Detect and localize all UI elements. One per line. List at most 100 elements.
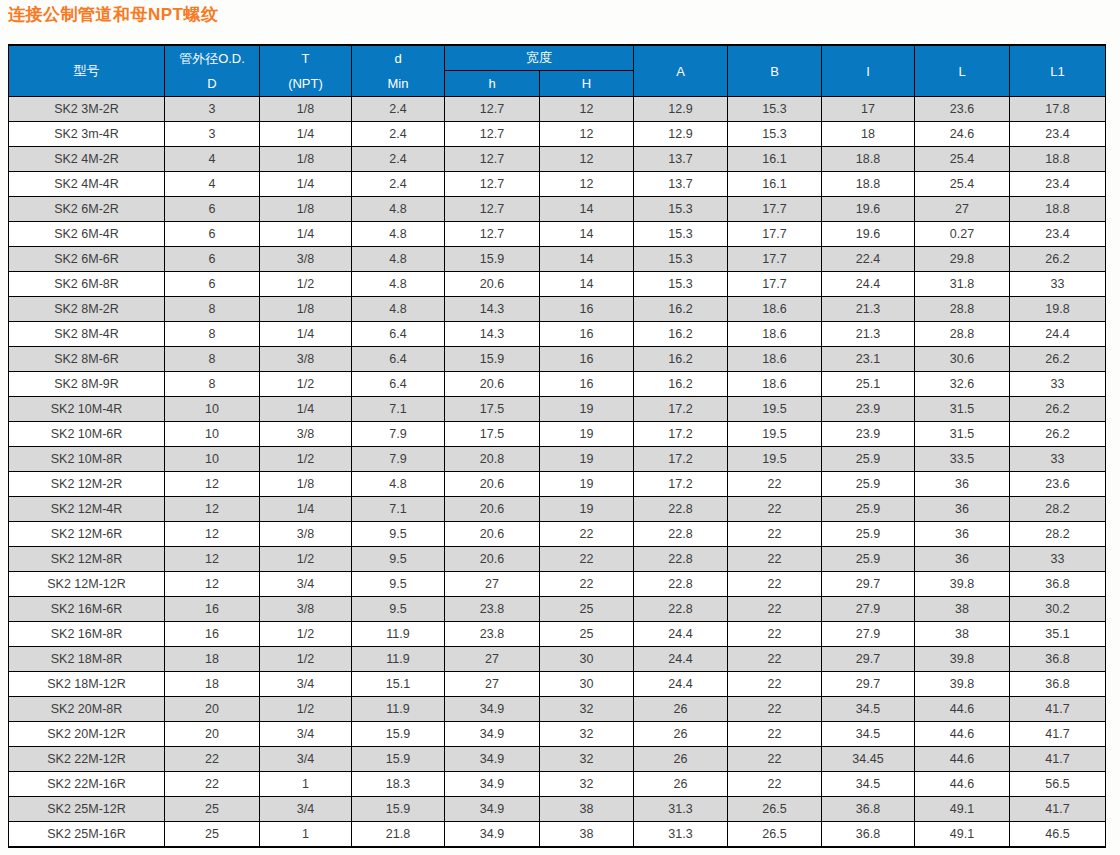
cell-L: 36 [915, 547, 1010, 572]
cell-A: 15.3 [634, 272, 728, 297]
cell-H: 38 [540, 822, 634, 847]
cell-t-npt: 1/4 [260, 497, 352, 522]
cell-model: SK2 18M-12R [9, 672, 165, 697]
cell-model: SK2 12M-6R [9, 522, 165, 547]
cell-H: 32 [540, 722, 634, 747]
cell-A: 26 [634, 722, 728, 747]
cell-I: 23.1 [822, 347, 915, 372]
cell-h: 12.7 [445, 122, 540, 147]
cell-L: 39.8 [915, 647, 1010, 672]
cell-model: SK2 8M-6R [9, 347, 165, 372]
col-header-width-h: h [445, 71, 540, 97]
cell-L: 44.6 [915, 697, 1010, 722]
cell-model: SK2 22M-12R [9, 747, 165, 772]
cell-h: 20.6 [445, 497, 540, 522]
cell-d-min: 15.9 [352, 747, 445, 772]
cell-t-npt: 1/2 [260, 622, 352, 647]
cell-t-npt: 3/8 [260, 422, 352, 447]
cell-model: SK2 20M-12R [9, 722, 165, 747]
cell-d-min: 9.5 [352, 522, 445, 547]
table-row: SK2 10M-4R101/47.117.51917.219.523.931.5… [9, 397, 1106, 422]
cell-H: 30 [540, 647, 634, 672]
cell-B: 22 [728, 572, 822, 597]
cell-d-min: 18.3 [352, 772, 445, 797]
cell-d-min: 15.9 [352, 722, 445, 747]
cell-L1: 23.6 [1010, 472, 1106, 497]
cell-d-min: 7.1 [352, 397, 445, 422]
cell-d-min: 4.8 [352, 222, 445, 247]
cell-I: 18 [822, 122, 915, 147]
cell-L1: 19.8 [1010, 297, 1106, 322]
cell-A: 22.8 [634, 572, 728, 597]
page-title: 连接公制管道和母NPT螺纹 [8, 3, 219, 26]
cell-A: 24.4 [634, 647, 728, 672]
cell-I: 36.8 [822, 822, 915, 847]
cell-I: 25.9 [822, 447, 915, 472]
cell-od-d: 12 [165, 522, 260, 547]
cell-L: 30.6 [915, 347, 1010, 372]
cell-L1: 17.8 [1010, 97, 1106, 122]
cell-t-npt: 3/8 [260, 522, 352, 547]
cell-B: 15.3 [728, 97, 822, 122]
cell-A: 16.2 [634, 347, 728, 372]
cell-d-min: 15.9 [352, 797, 445, 822]
cell-I: 21.3 [822, 322, 915, 347]
cell-I: 27.9 [822, 597, 915, 622]
cell-I: 25.9 [822, 472, 915, 497]
col-header-od: 管外径O.D. D [165, 45, 260, 97]
cell-H: 22 [540, 522, 634, 547]
cell-od-d: 8 [165, 372, 260, 397]
table-row: SK2 16M-8R161/211.923.82524.42227.93835.… [9, 622, 1106, 647]
cell-H: 12 [540, 147, 634, 172]
cell-d-min: 11.9 [352, 647, 445, 672]
cell-h: 12.7 [445, 197, 540, 222]
cell-B: 18.6 [728, 347, 822, 372]
cell-t-npt: 1/4 [260, 322, 352, 347]
cell-B: 16.1 [728, 147, 822, 172]
table-row: SK2 4M-2R41/82.412.71213.716.118.825.418… [9, 147, 1106, 172]
table-row: SK2 8M-2R81/84.814.31616.218.621.328.819… [9, 297, 1106, 322]
cell-od-d: 25 [165, 822, 260, 847]
cell-B: 16.1 [728, 172, 822, 197]
cell-I: 23.9 [822, 422, 915, 447]
cell-I: 36.8 [822, 797, 915, 822]
cell-d-min: 2.4 [352, 97, 445, 122]
cell-L: 39.8 [915, 572, 1010, 597]
col-header-d-min: d Min [352, 45, 445, 97]
cell-h: 12.7 [445, 172, 540, 197]
cell-model: SK2 10M-4R [9, 397, 165, 422]
cell-L: 49.1 [915, 822, 1010, 847]
cell-B: 18.6 [728, 372, 822, 397]
cell-A: 17.2 [634, 422, 728, 447]
cell-d-min: 7.9 [352, 422, 445, 447]
cell-od-d: 20 [165, 697, 260, 722]
spec-table: 型号 管外径O.D. D T (NPT) d Min 宽度 A B I L L1… [8, 44, 1106, 848]
cell-L1: 26.2 [1010, 422, 1106, 447]
col-header-i: I [822, 45, 915, 97]
cell-model: SK2 25M-16R [9, 822, 165, 847]
table-row: SK2 8M-9R81/26.420.61616.218.625.132.633 [9, 372, 1106, 397]
cell-d-min: 6.4 [352, 347, 445, 372]
cell-h: 27 [445, 672, 540, 697]
cell-L1: 28.2 [1010, 497, 1106, 522]
cell-d-min: 2.4 [352, 147, 445, 172]
cell-h: 20.6 [445, 372, 540, 397]
cell-B: 22 [728, 647, 822, 672]
cell-t-npt: 1/8 [260, 97, 352, 122]
cell-h: 20.6 [445, 547, 540, 572]
cell-B: 22 [728, 497, 822, 522]
cell-model: SK2 4M-4R [9, 172, 165, 197]
cell-A: 24.4 [634, 672, 728, 697]
cell-od-d: 12 [165, 572, 260, 597]
cell-d-min: 6.4 [352, 322, 445, 347]
cell-L1: 46.5 [1010, 822, 1106, 847]
cell-model: SK2 16M-8R [9, 622, 165, 647]
cell-L1: 33 [1010, 272, 1106, 297]
col-header-a: A [634, 45, 728, 97]
cell-I: 17 [822, 97, 915, 122]
cell-H: 14 [540, 272, 634, 297]
cell-t-npt: 1/4 [260, 122, 352, 147]
cell-d-min: 4.8 [352, 472, 445, 497]
cell-A: 22.8 [634, 522, 728, 547]
table-body: SK2 3M-2R31/82.412.71212.915.31723.617.8… [9, 97, 1106, 847]
